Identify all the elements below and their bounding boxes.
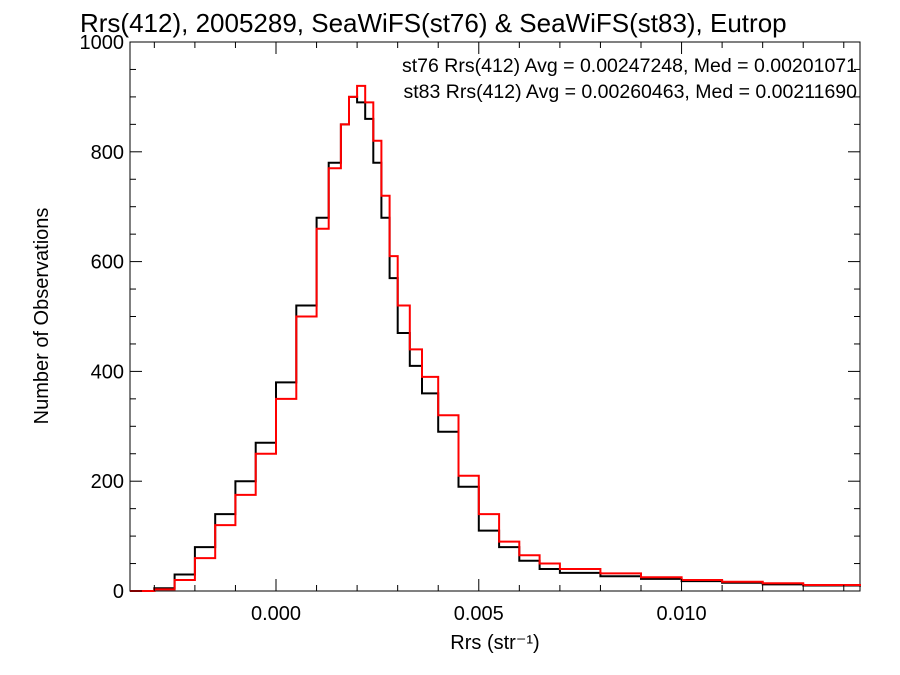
series-line-2 (130, 84, 861, 592)
annotation-st76: st76 Rrs(412) Avg = 0.00247248, Med = 0.… (402, 55, 857, 77)
x-axis-label: Rrs (str⁻¹) (450, 632, 539, 654)
y-tick-label: 200 (91, 471, 124, 493)
plot-frame (129, 41, 861, 592)
x-tick-label: 0.005 (454, 603, 504, 625)
x-axis-ticks: 0.000 0.005 0.010 (153, 42, 845, 625)
y-tick-label: 0 (113, 581, 124, 603)
chart-title: Rrs(412), 2005289, SeaWiFS(st76) & SeaWi… (80, 8, 787, 38)
y-tick-label: 800 (91, 142, 124, 164)
y-axis-label: Number of Observations (31, 208, 53, 425)
series-line-1 (130, 95, 861, 592)
plot-area: 0 200 400 600 800 1000 0.000 0.005 0.010 (80, 32, 861, 625)
annotation-st83: st83 Rrs(412) Avg = 0.00260463, Med = 0.… (403, 81, 857, 103)
y-tick-label: 400 (91, 361, 124, 383)
x-tick-label: 0.010 (657, 603, 707, 625)
y-tick-label: 1000 (80, 32, 125, 54)
x-tick-label: 0.000 (251, 603, 301, 625)
y-axis-ticks: 0 200 400 600 800 1000 (80, 32, 860, 603)
y-tick-label: 600 (91, 252, 124, 274)
series-layer (130, 84, 861, 592)
